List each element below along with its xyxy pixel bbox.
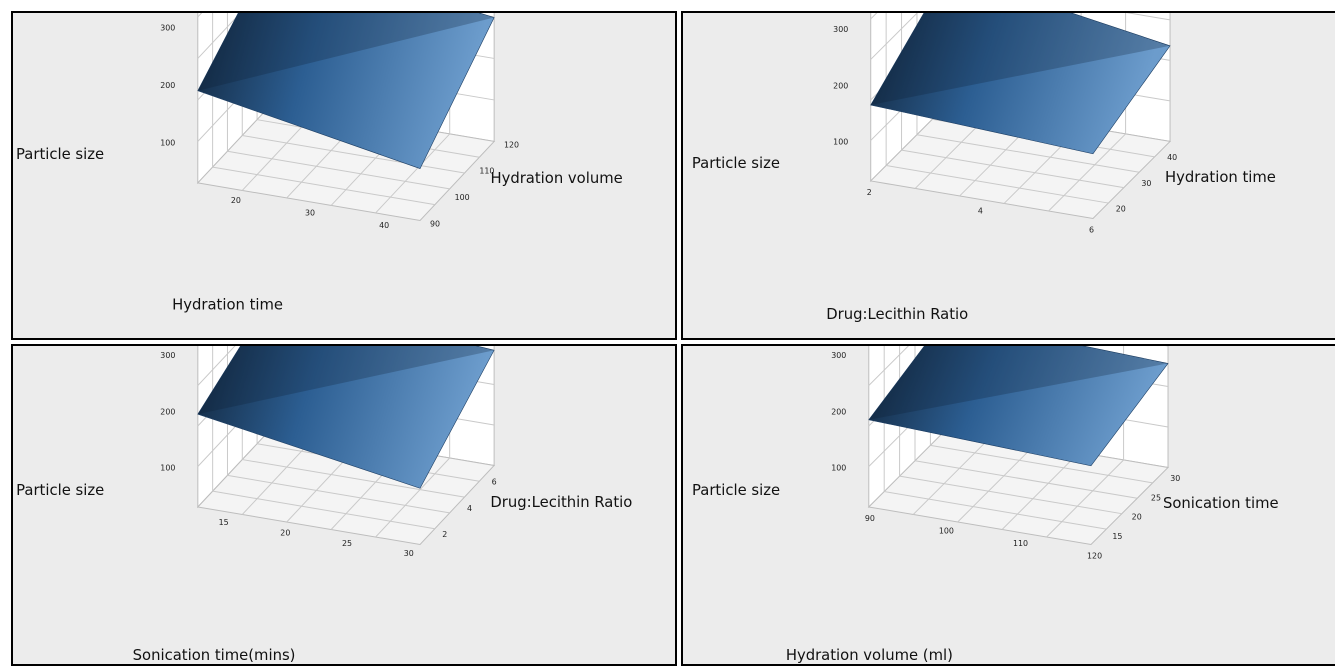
x-tick-label: 25 bbox=[342, 539, 352, 548]
surface-plot-4: 100 200 300 90 100 110 120 15 20 25 30 Particle siz… bbox=[681, 344, 1335, 666]
grid-line bbox=[912, 437, 991, 515]
grid-line bbox=[957, 444, 1036, 523]
z-tick-label: 200 bbox=[831, 407, 846, 416]
x-axis-label: Sonication time(mins) bbox=[133, 647, 296, 664]
x-tick-label: 20 bbox=[231, 196, 241, 205]
grid-line bbox=[899, 475, 1122, 515]
y-tick-label: 6 bbox=[492, 478, 497, 487]
grid-line bbox=[886, 165, 1109, 204]
grid-line bbox=[212, 490, 435, 530]
z-axis-label: Particle size bbox=[692, 155, 780, 172]
grid-line bbox=[901, 149, 1124, 189]
y-tick-label: 4 bbox=[467, 504, 472, 513]
x-tick-label: 20 bbox=[280, 528, 290, 537]
z-axis-label: Particle size bbox=[16, 482, 104, 499]
y-tick-label: 20 bbox=[1132, 513, 1142, 522]
grid-line bbox=[227, 150, 450, 190]
z-tick-label: 300 bbox=[160, 23, 175, 32]
x-tick-label: 90 bbox=[865, 514, 875, 523]
z-tick-label: 100 bbox=[160, 464, 175, 473]
response-surface bbox=[197, 13, 495, 169]
surface-plot-3: 100 200 300 15 20 25 30 2 4 6 Particle size Sonicat… bbox=[11, 344, 677, 666]
z-axis-label: Particle size bbox=[692, 482, 780, 499]
grid-line bbox=[914, 460, 1138, 499]
y-tick-label: 30 bbox=[1170, 474, 1180, 483]
response-surface bbox=[868, 346, 1169, 467]
grid-line bbox=[868, 346, 909, 386]
z-axis-label: Particle size bbox=[16, 146, 104, 163]
grid-line bbox=[1126, 13, 1171, 21]
y-tick-label: 120 bbox=[504, 140, 519, 149]
response-surface bbox=[197, 346, 495, 489]
grid-line bbox=[870, 13, 918, 60]
z-tick-label: 200 bbox=[160, 81, 175, 90]
y-tick-label: 110 bbox=[479, 167, 494, 176]
x-tick-label: 30 bbox=[305, 209, 315, 218]
z-tick-label: 200 bbox=[833, 81, 848, 90]
y-tick-label: 30 bbox=[1141, 179, 1151, 188]
x-tick-label: 40 bbox=[379, 221, 389, 230]
x-axis-label: Hydration time bbox=[172, 296, 283, 313]
surface-plot-1: 100 200 300 20 30 40 90 100 110 120 Particle size H… bbox=[11, 11, 677, 340]
grid-line bbox=[1046, 459, 1124, 538]
y-tick-label: 100 bbox=[455, 193, 470, 202]
x-tick-label: 100 bbox=[939, 526, 954, 535]
grid-line bbox=[1001, 452, 1080, 530]
z-tick-label: 300 bbox=[160, 351, 175, 360]
grid-line bbox=[227, 474, 450, 514]
grid-line bbox=[916, 134, 1140, 173]
x-tick-label: 4 bbox=[978, 207, 983, 216]
grid-line bbox=[375, 133, 451, 214]
z-tick-label: 100 bbox=[831, 464, 846, 473]
grid-line bbox=[242, 459, 465, 498]
surface-shade bbox=[197, 13, 495, 91]
z-tick-label: 100 bbox=[833, 138, 848, 147]
y-tick-label: 15 bbox=[1112, 532, 1122, 541]
surface-plot-2: 100 200 300 2 4 6 20 30 40 Particle size Drug:Leci… bbox=[681, 11, 1335, 340]
grid-line bbox=[1048, 133, 1126, 212]
z-tick-label: 300 bbox=[831, 351, 846, 360]
x-tick-label: 6 bbox=[1089, 225, 1094, 234]
surface-shade bbox=[870, 13, 1171, 105]
surface-plot-4-svg: 100 200 300 90 100 110 120 15 20 25 30 Particle siz… bbox=[692, 346, 1279, 664]
x-axis-label: Hydration volume (ml) bbox=[786, 647, 953, 664]
grid-line bbox=[930, 444, 1153, 484]
y-tick-label: 40 bbox=[1167, 153, 1177, 162]
surface-shade bbox=[868, 346, 1169, 420]
x-tick-label: 2 bbox=[867, 188, 872, 197]
z-tick-label: 100 bbox=[160, 139, 175, 148]
grid-line bbox=[212, 166, 435, 206]
y-tick-label: 20 bbox=[1116, 205, 1126, 214]
y-tick-label: 2 bbox=[442, 530, 447, 539]
grid-line bbox=[242, 135, 465, 174]
x-tick-label: 30 bbox=[404, 549, 414, 558]
surface-plot-2-svg: 100 200 300 2 4 6 20 30 40 Particle size Drug:Leci… bbox=[692, 13, 1276, 323]
surface-plot-1-svg: 100 200 300 20 30 40 90 100 110 120 Particle size H… bbox=[16, 13, 623, 313]
grid-line bbox=[375, 457, 451, 538]
y-axis-label: Hydration volume bbox=[490, 170, 622, 187]
x-tick-label: 110 bbox=[1013, 539, 1028, 548]
surface-plot-3-svg: 100 200 300 15 20 25 30 2 4 6 Particle size Sonicat… bbox=[16, 346, 632, 664]
x-axis-label: Drug:Lecithin Ratio bbox=[826, 306, 968, 323]
y-axis-label: Sonication time bbox=[1163, 495, 1279, 512]
x-tick-label: 15 bbox=[219, 518, 229, 527]
z-tick-label: 200 bbox=[160, 407, 175, 416]
surface-shade bbox=[197, 346, 495, 415]
y-tick-label: 90 bbox=[430, 219, 440, 228]
y-axis-label: Hydration time bbox=[1165, 169, 1276, 186]
y-axis-label: Drug:Lecithin Ratio bbox=[490, 494, 632, 511]
x-tick-label: 120 bbox=[1087, 551, 1102, 560]
grid-line bbox=[884, 491, 1107, 530]
grid-line bbox=[197, 346, 236, 386]
z-tick-label: 300 bbox=[833, 25, 848, 34]
response-surface bbox=[870, 13, 1171, 155]
y-tick-label: 25 bbox=[1151, 493, 1161, 502]
